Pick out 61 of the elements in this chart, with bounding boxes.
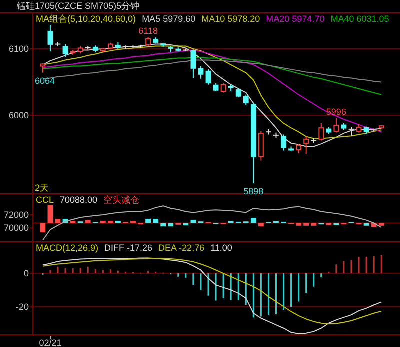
candlestick xyxy=(198,66,204,80)
candlestick xyxy=(318,122,324,142)
bar xyxy=(85,220,91,224)
y-tick-label: 70000 xyxy=(4,223,29,234)
bar xyxy=(100,220,106,224)
bar xyxy=(130,220,136,224)
annotation: 2天 xyxy=(35,183,50,193)
bar xyxy=(190,220,196,224)
candlestick xyxy=(281,134,286,152)
chart-title: MACD(12,26,9) xyxy=(36,243,99,253)
candlestick xyxy=(304,136,310,155)
bar xyxy=(48,205,54,224)
bar xyxy=(304,223,310,226)
bar xyxy=(258,223,264,227)
candlestick xyxy=(146,36,151,47)
y-tick-label: 6000 xyxy=(8,110,29,120)
annotation: 11.00 xyxy=(210,243,232,253)
y-tick-label: 6100 xyxy=(8,44,29,54)
bar xyxy=(146,218,151,224)
candlestick xyxy=(243,94,249,106)
bar xyxy=(311,223,317,226)
bar xyxy=(378,223,384,226)
bar xyxy=(55,218,61,224)
bar xyxy=(168,223,174,227)
bar xyxy=(108,220,114,224)
bar xyxy=(296,223,302,226)
annotation: 6118 xyxy=(138,26,158,36)
bar xyxy=(153,218,159,224)
annotation: 6064 xyxy=(34,76,56,86)
text: MA5 5979.60 xyxy=(142,14,196,24)
bar xyxy=(160,223,166,227)
y-tick-label: -20 xyxy=(16,302,29,312)
chart-title: 锰硅1705(CZCE SM705)5分钟 xyxy=(16,1,140,11)
annotation: 70088.00 xyxy=(60,195,98,205)
chart-title: CCL xyxy=(36,195,54,205)
series-label: DEA -22.76 xyxy=(158,243,205,253)
candlestick xyxy=(206,69,212,86)
candlestick xyxy=(220,83,226,94)
line-series xyxy=(42,206,382,241)
candlestick xyxy=(190,49,196,79)
x-tick-label: 02/21 xyxy=(39,338,62,347)
candlestick xyxy=(258,130,264,162)
candlestick xyxy=(236,88,242,98)
annotation: 5996 xyxy=(326,107,346,118)
candlestick xyxy=(48,24,54,52)
candlestick xyxy=(334,118,340,134)
y-tick-label: 0 xyxy=(24,268,29,279)
bar xyxy=(40,223,46,232)
bar xyxy=(250,218,256,224)
text: MA20 5974.70 xyxy=(266,14,325,24)
text: MA10 5978.20 xyxy=(202,14,260,24)
text: MA40 6031.05 xyxy=(330,14,390,24)
candlestick xyxy=(296,144,302,154)
candlestick xyxy=(62,44,68,58)
chart-subtitle: MA组合(5,10,20,40,60,0) xyxy=(36,14,136,24)
bar xyxy=(115,220,121,224)
series-label: DIFF -17.26 xyxy=(104,243,153,253)
y-tick-label: 72000 xyxy=(4,210,29,220)
annotation: 空头减仓 xyxy=(104,195,140,205)
candlestick xyxy=(40,63,46,74)
bar xyxy=(70,220,76,224)
